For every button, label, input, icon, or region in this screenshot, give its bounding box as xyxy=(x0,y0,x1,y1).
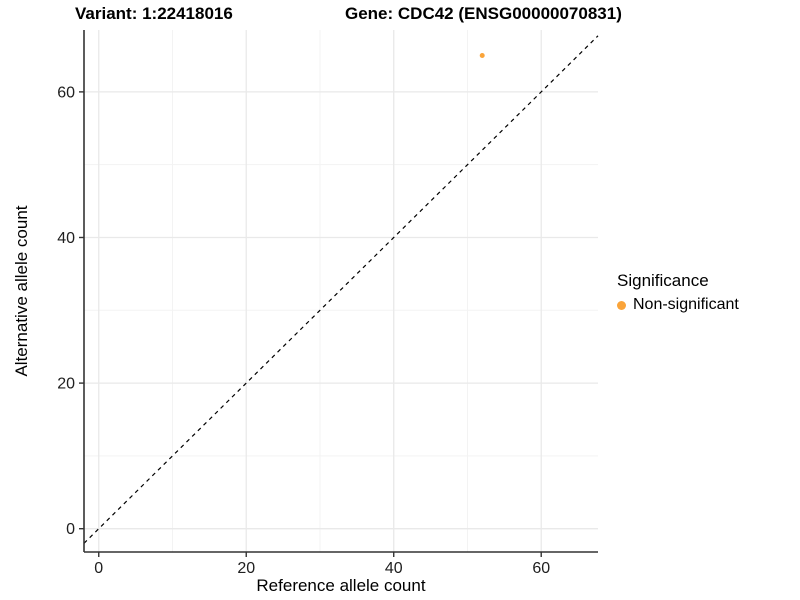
x-axis-title: Reference allele count xyxy=(256,576,426,595)
data-point xyxy=(479,52,485,58)
x-tick-label: 0 xyxy=(94,560,103,577)
y-axis-title: Alternative allele count xyxy=(12,205,31,377)
y-tick-label: 0 xyxy=(66,521,75,538)
legend: Significance Non-significant xyxy=(617,271,739,314)
variant-title: Variant: 1:22418016 xyxy=(75,4,233,23)
x-tick-label: 40 xyxy=(385,560,403,577)
y-tick-label: 20 xyxy=(57,376,75,393)
legend-point-icon xyxy=(617,300,626,310)
gene-title: Gene: CDC42 (ENSG00000070831) xyxy=(345,4,622,23)
legend-item-label: Non-significant xyxy=(633,296,739,313)
y-tick-label: 40 xyxy=(57,230,75,247)
x-tick-label: 20 xyxy=(237,560,255,577)
legend-title: Significance xyxy=(617,271,709,290)
identity-line xyxy=(83,35,599,544)
legend-item: Non-significant xyxy=(617,296,739,314)
x-tick-label: 60 xyxy=(532,560,550,577)
y-tick-label: 60 xyxy=(57,84,75,101)
